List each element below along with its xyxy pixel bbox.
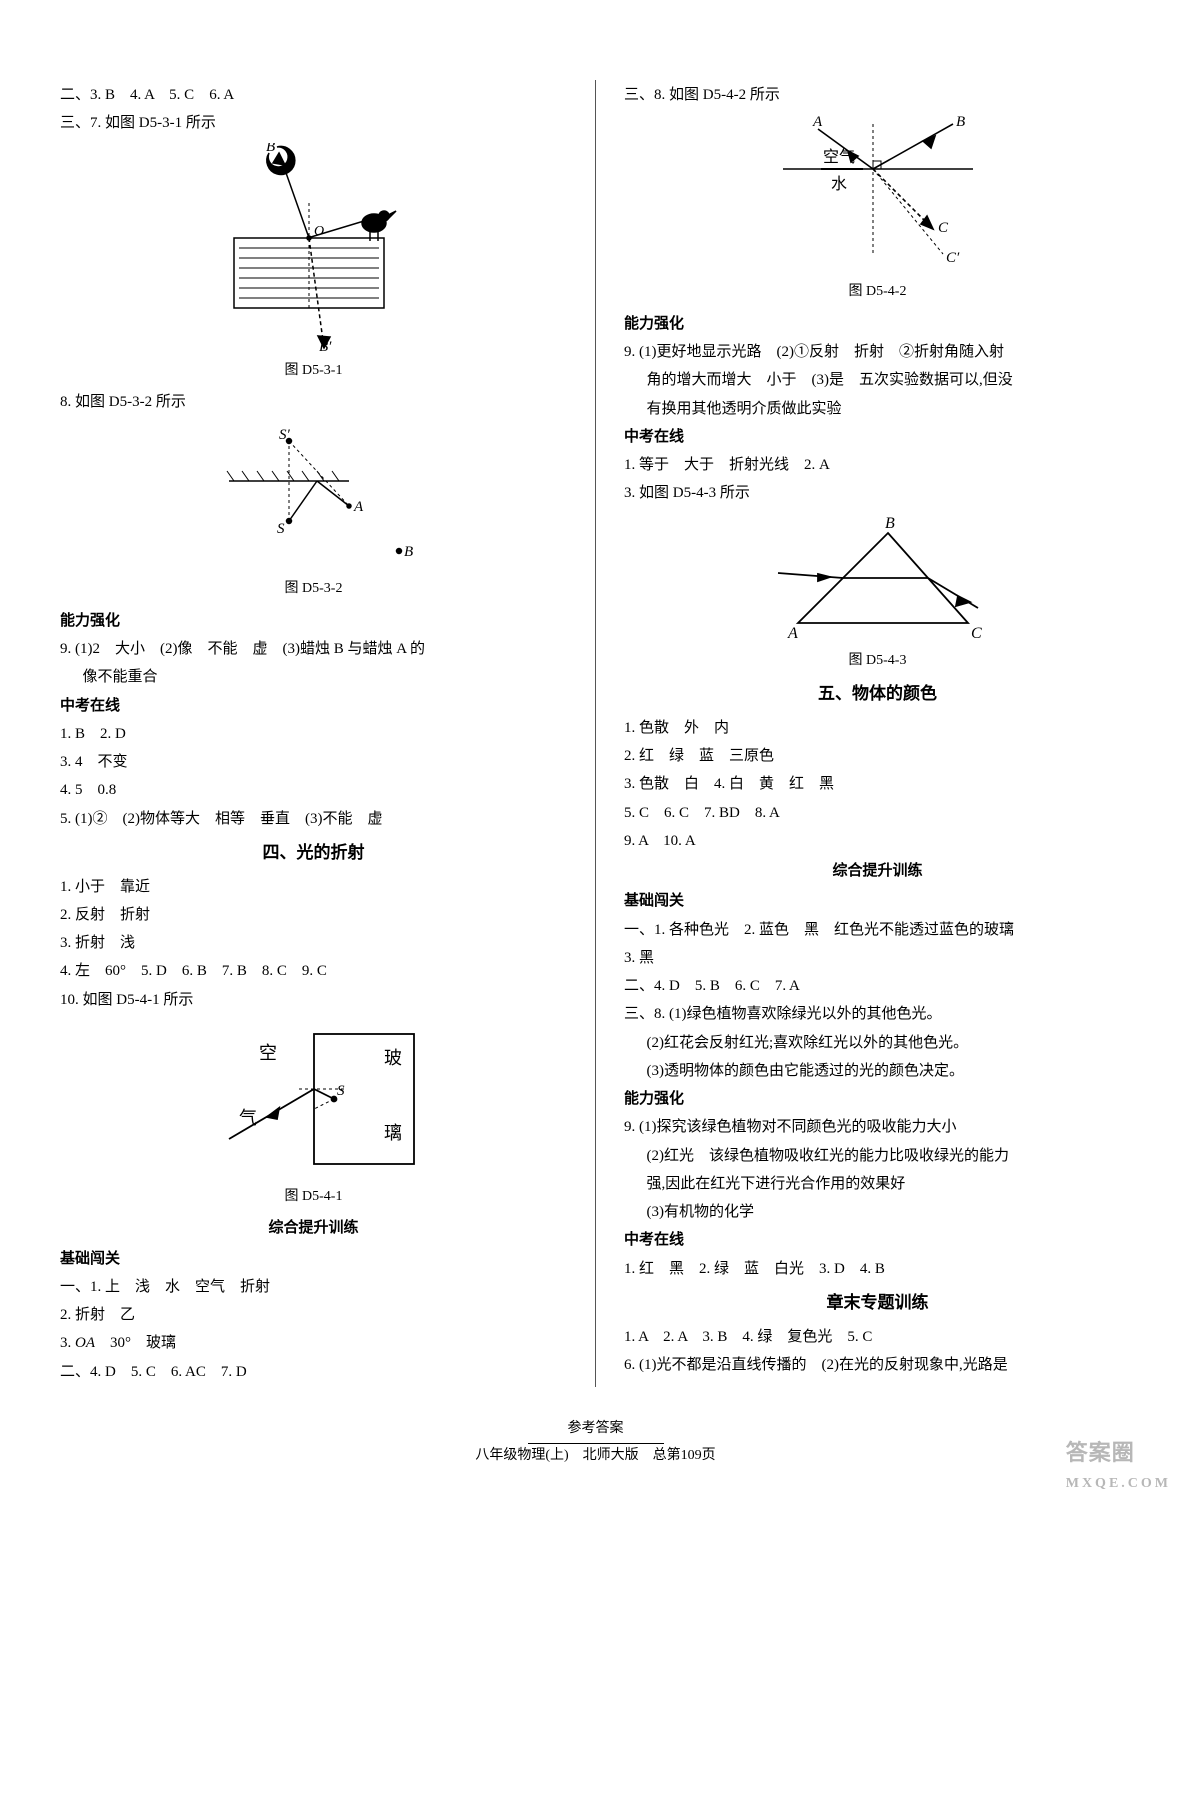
text-line: 1. 等于 大于 折射光线 2. A	[624, 452, 1131, 478]
text-line: 2. 折射 乙	[60, 1302, 567, 1328]
text-line: 3. 折射 浅	[60, 930, 567, 956]
svg-text:S′: S′	[279, 427, 291, 443]
footer-top: 参考答案	[528, 1417, 664, 1445]
svg-text:S: S	[337, 1083, 345, 1099]
svg-text:C′: C′	[946, 250, 960, 266]
text-line: 9. (1)2 大小 (2)像 不能 虚 (3)蜡烛 B 与蜡烛 A 的	[60, 636, 567, 662]
text-line: 强,因此在红光下进行光合作用的效果好	[624, 1171, 1131, 1197]
svg-text:空气: 空气	[823, 148, 855, 166]
text-line: (2)红花会反射红光;喜欢除红光以外的其他色光。	[624, 1030, 1131, 1056]
svg-text:C: C	[938, 220, 949, 236]
section-title: 五、物体的颜色	[624, 679, 1131, 709]
figure-caption: 图 D5-4-3	[624, 649, 1131, 674]
text-line: 10. 如图 D5-4-1 所示	[60, 987, 567, 1013]
figure-caption: 图 D5-3-1	[60, 359, 567, 384]
text-line: (2)红光 该绿色植物吸收红光的能力比吸收绿光的能力	[624, 1143, 1131, 1169]
figure-d5-4-1: 空 气 玻 璃 S	[199, 1019, 429, 1179]
figure-d5-4-3: A B C	[768, 513, 988, 643]
sub-section-title: 综合提升训练	[60, 1215, 567, 1241]
text-line: 二、4. D 5. B 6. C 7. A	[624, 973, 1131, 999]
text-line: 4. 左 60° 5. D 6. B 7. B 8. C 9. C	[60, 958, 567, 984]
left-column: 二、3. B 4. A 5. C 6. A 三、7. 如图 D5-3-1 所示	[60, 80, 567, 1387]
heading: 能力强化	[60, 608, 567, 634]
text-line: 2. 反射 折射	[60, 902, 567, 928]
text-line: 9. (1)更好地显示光路 (2)①反射 折射 ②折射角随入射	[624, 339, 1131, 365]
svg-text:B′: B′	[319, 339, 332, 353]
text-line: 3. 4 不变	[60, 749, 567, 775]
figure-caption: 图 D5-3-2	[60, 577, 567, 602]
text-line: 角的增大而增大 小于 (3)是 五次实验数据可以,但没	[624, 367, 1131, 393]
svg-text:A: A	[353, 499, 364, 515]
svg-text:S: S	[277, 521, 285, 537]
figure-d5-3-1: B O B′	[199, 143, 429, 353]
text-line: 4. 5 0.8	[60, 777, 567, 803]
text-line: 1. 色散 外 内	[624, 715, 1131, 741]
page-footer: 参考答案 八年级物理(上) 北师大版 总第109页	[60, 1417, 1131, 1469]
text-line: 三、7. 如图 D5-3-1 所示	[60, 110, 567, 136]
heading: 能力强化	[624, 311, 1131, 337]
text-line: 二、4. D 5. C 6. AC 7. D	[60, 1359, 567, 1385]
figure-d5-4-2: A B C C′ 空气 水	[763, 114, 993, 274]
text-line: 一、1. 上 浅 水 空气 折射	[60, 1274, 567, 1300]
heading: 基础闯关	[624, 888, 1131, 914]
text-line: 3. 黑	[624, 945, 1131, 971]
svg-text:B: B	[956, 114, 965, 130]
text-line: 3. 色散 白 4. 白 黄 红 黑	[624, 771, 1131, 797]
text-line: 6. (1)光不都是沿直线传播的 (2)在光的反射现象中,光路是	[624, 1352, 1131, 1378]
section-title: 章末专题训练	[624, 1288, 1131, 1318]
text-line: 三、8. 如图 D5-4-2 所示	[624, 82, 1131, 108]
text-line: 二、3. B 4. A 5. C 6. A	[60, 82, 567, 108]
footer-bottom: 八年级物理(上) 北师大版 总第109页	[475, 1448, 715, 1463]
text-line: 一、1. 各种色光 2. 蓝色 黑 红色光不能透过蓝色的玻璃	[624, 917, 1131, 943]
svg-text:B: B	[885, 515, 895, 532]
figure-caption: 图 D5-4-2	[624, 280, 1131, 305]
column-divider	[595, 80, 596, 1387]
svg-text:空: 空	[259, 1043, 277, 1063]
svg-text:B: B	[266, 143, 275, 155]
heading: 中考在线	[624, 424, 1131, 450]
svg-text:C: C	[971, 625, 982, 642]
heading: 基础闯关	[60, 1246, 567, 1272]
sub-section-title: 综合提升训练	[624, 858, 1131, 884]
heading: 中考在线	[624, 1227, 1131, 1253]
svg-text:气: 气	[239, 1108, 257, 1128]
text-line: 5. (1)② (2)物体等大 相等 垂直 (3)不能 虚	[60, 806, 567, 832]
text-line: 1. 红 黑 2. 绿 蓝 白光 3. D 4. B	[624, 1256, 1131, 1282]
text-line: 5. C 6. C 7. BD 8. A	[624, 800, 1131, 826]
text-line: 1. A 2. A 3. B 4. 绿 复色光 5. C	[624, 1324, 1131, 1350]
text-line: 3. OA 30° 玻璃	[60, 1330, 567, 1356]
text-line: 2. 红 绿 蓝 三原色	[624, 743, 1131, 769]
svg-text:O: O	[314, 224, 324, 239]
text-line: 3. 如图 D5-4-3 所示	[624, 480, 1131, 506]
heading: 中考在线	[60, 693, 567, 719]
text-line: 9. (1)探究该绿色植物对不同颜色光的吸收能力大小	[624, 1114, 1131, 1140]
section-title: 四、光的折射	[60, 838, 567, 868]
text-line: 像不能重合	[60, 664, 567, 690]
svg-text:水: 水	[831, 175, 847, 193]
text-line: 8. 如图 D5-3-2 所示	[60, 389, 567, 415]
svg-text:B: B	[404, 544, 413, 560]
svg-text:璃: 璃	[384, 1123, 402, 1143]
text-line: (3)透明物体的颜色由它能透过的光的颜色决定。	[624, 1058, 1131, 1084]
text-line: (3)有机物的化学	[624, 1199, 1131, 1225]
heading: 能力强化	[624, 1086, 1131, 1112]
text-line: 有换用其他透明介质做此实验	[624, 396, 1131, 422]
text-line: 9. A 10. A	[624, 828, 1131, 854]
svg-text:A: A	[787, 625, 798, 642]
svg-text:玻: 玻	[384, 1048, 402, 1068]
figure-d5-3-2: S′ S A B	[209, 421, 419, 571]
text-line: 1. 小于 靠近	[60, 874, 567, 900]
svg-text:A: A	[812, 114, 823, 130]
text-line: 1. B 2. D	[60, 721, 567, 747]
right-column: 三、8. 如图 D5-4-2 所示	[624, 80, 1131, 1387]
figure-caption: 图 D5-4-1	[60, 1185, 567, 1210]
text-line: 三、8. (1)绿色植物喜欢除绿光以外的其他色光。	[624, 1001, 1131, 1027]
